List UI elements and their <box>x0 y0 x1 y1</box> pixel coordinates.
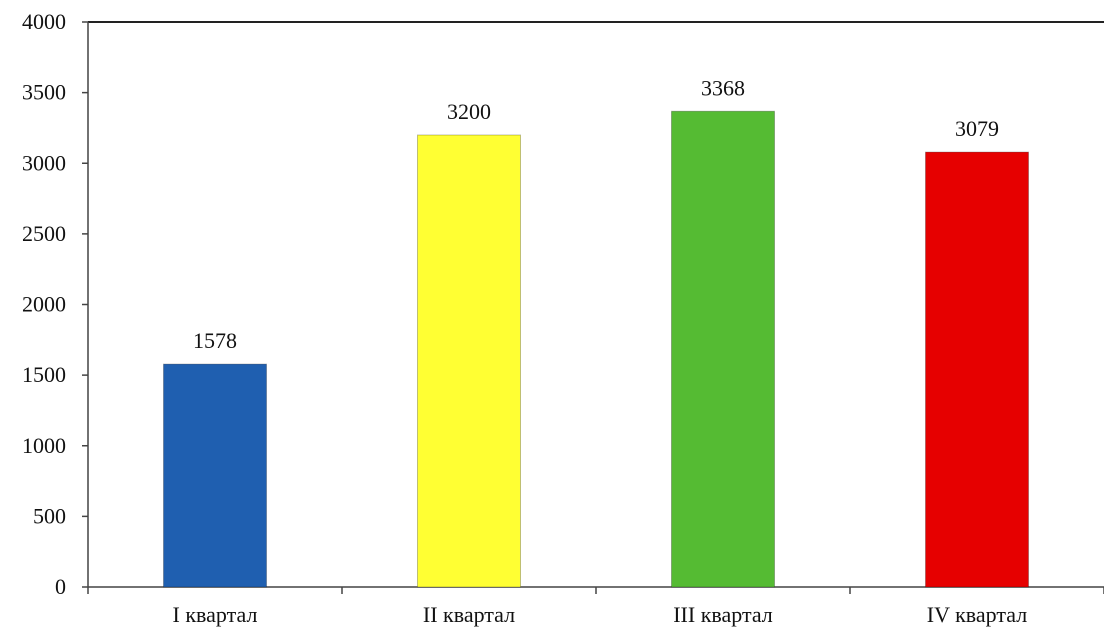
x-category-label: III квартал <box>673 602 773 627</box>
y-tick-label: 500 <box>33 503 66 528</box>
data-label: 1578 <box>193 328 237 353</box>
x-category-label: I квартал <box>173 602 258 627</box>
x-category-label: IV квартал <box>927 602 1027 627</box>
y-tick-label: 1000 <box>22 433 66 458</box>
bars <box>163 110 1029 588</box>
data-labels: 1578 3200 3368 3079 <box>193 75 999 353</box>
y-tick-label: 2500 <box>22 221 66 246</box>
data-label: 3368 <box>701 75 745 100</box>
data-label: 3200 <box>447 99 491 124</box>
y-tick-label: 4000 <box>22 9 66 34</box>
bar <box>925 151 1029 588</box>
x-axis: I квартал II квартал III квартал IV квартал <box>87 586 1104 627</box>
y-tick-label: 3500 <box>22 80 66 105</box>
y-tick-label: 3000 <box>22 150 66 175</box>
x-category-label: II квартал <box>423 602 515 627</box>
y-tick-label: 1500 <box>22 362 66 387</box>
y-tick-label: 0 <box>55 574 66 599</box>
data-label: 3079 <box>955 116 999 141</box>
bar <box>671 110 775 588</box>
bar <box>417 134 521 588</box>
bar <box>163 363 267 588</box>
y-tick-label: 2000 <box>22 292 66 317</box>
y-axis: 0 500 1000 1500 2000 2500 3000 3500 4000 <box>22 9 89 599</box>
